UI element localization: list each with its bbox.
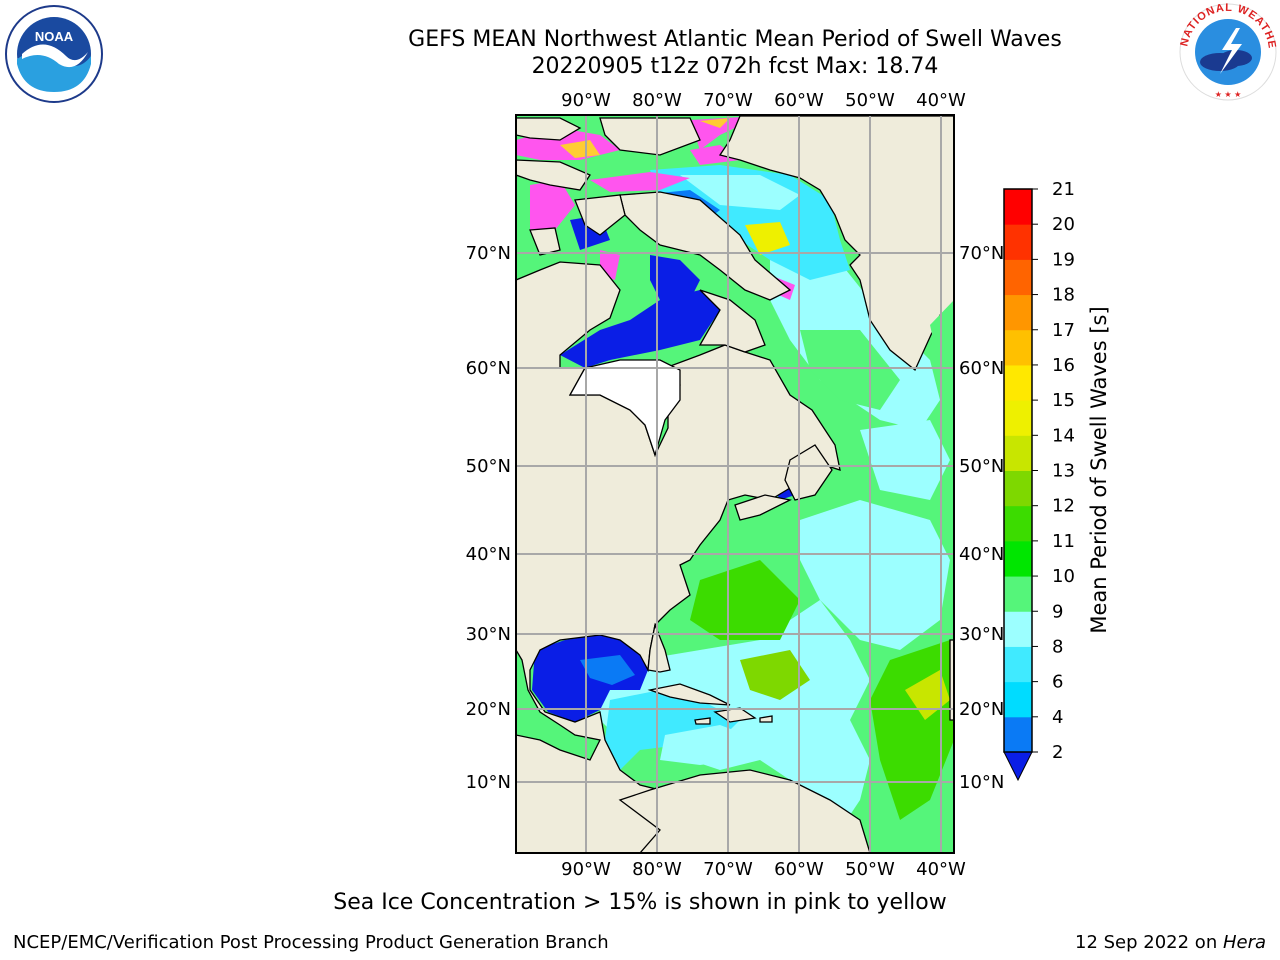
graticule xyxy=(516,115,954,853)
colorbar-segment xyxy=(1004,540,1032,577)
colorbar-segment xyxy=(1004,470,1032,507)
lon-label-bottom: 70°W xyxy=(703,859,753,880)
national-weather-service-logo: NATIONAL WEATHER SERVICE ★ ★ ★ xyxy=(1178,2,1277,101)
lat-label-right: 70°N xyxy=(959,243,1004,264)
chart-title: GEFS MEAN Northwest Atlantic Mean Period… xyxy=(408,27,1062,52)
colorbar-segment xyxy=(1004,611,1032,647)
colorbar-segment xyxy=(1004,576,1032,612)
colorbar-segment xyxy=(1004,400,1032,436)
colorbar-tick-label: 8 xyxy=(1052,636,1063,657)
sea-ice-caption: Sea Ice Concentration > 15% is shown in … xyxy=(333,890,947,915)
noaa-logo: NOAA xyxy=(5,5,103,103)
lat-label-left: 70°N xyxy=(466,243,511,264)
lat-labels-left: 70°N 60°N 50°N 40°N 30°N 20°N 10°N xyxy=(466,243,511,793)
colorbar-tick-label: 21 xyxy=(1052,179,1075,200)
lat-label-right: 40°N xyxy=(959,544,1004,565)
colorbar-segment xyxy=(1004,716,1032,753)
footer-date: 12 Sep 2022 on Hera xyxy=(1075,932,1266,953)
footer-credit: NCEP/EMC/Verification Post Processing Pr… xyxy=(13,932,609,953)
lon-label-top: 90°W xyxy=(561,90,611,111)
lon-labels-bottom: 90°W 80°W 70°W 60°W 50°W 40°W xyxy=(561,859,966,880)
colorbar-tick-label: 6 xyxy=(1052,672,1063,693)
lon-label-bottom: 40°W xyxy=(916,859,966,880)
lat-label-left: 60°N xyxy=(466,358,511,379)
lon-label-top: 60°W xyxy=(774,90,824,111)
lat-label-left: 30°N xyxy=(466,624,511,645)
lat-labels-right: 70°N 60°N 50°N 40°N 30°N 20°N 10°N xyxy=(959,243,1004,793)
lon-label-top: 70°W xyxy=(703,90,753,111)
lat-label-right: 50°N xyxy=(959,456,1004,477)
colorbar-label: Mean Period of Swell Waves [s] xyxy=(1087,306,1111,633)
footer-host: Hera xyxy=(1222,932,1266,953)
lon-label-bottom: 50°W xyxy=(845,859,895,880)
lon-label-top: 80°W xyxy=(632,90,682,111)
lon-label-bottom: 60°W xyxy=(774,859,824,880)
lon-label-bottom: 80°W xyxy=(632,859,682,880)
colorbar-tick-label: 16 xyxy=(1052,355,1075,376)
colorbar-segment xyxy=(1004,189,1032,225)
colorbar-tick-label: 19 xyxy=(1052,249,1075,270)
lat-label-right: 20°N xyxy=(959,699,1004,720)
colorbar-segment xyxy=(1004,224,1032,260)
chart-subtitle: 20220905 t12z 072h fcst Max: 18.74 xyxy=(531,54,939,79)
lon-label-top: 40°W xyxy=(916,90,966,111)
map-area xyxy=(516,115,954,853)
colorbar-tick-label: 4 xyxy=(1052,707,1063,728)
colorbar-tick-label: 9 xyxy=(1052,601,1063,622)
lon-labels-top: 90°W 80°W 70°W 60°W 50°W 40°W xyxy=(561,90,966,111)
colorbar-tick-label: 2 xyxy=(1052,742,1063,763)
colorbar-tick-label: 20 xyxy=(1052,214,1075,235)
colorbar-segment xyxy=(1004,435,1032,471)
colorbar-segment xyxy=(1004,259,1032,296)
colorbar-segment xyxy=(1004,646,1032,683)
colorbar-tick-label: 11 xyxy=(1052,531,1075,552)
colorbar-tick-label: 12 xyxy=(1052,496,1075,517)
colorbar-tick-label: 13 xyxy=(1052,461,1075,482)
colorbar-tick-label: 18 xyxy=(1052,285,1075,306)
colorbar-segment xyxy=(1004,681,1032,718)
colorbar-tick-label: 14 xyxy=(1052,425,1075,446)
lon-label-top: 50°W xyxy=(845,90,895,111)
lon-label-bottom: 90°W xyxy=(561,859,611,880)
map-frame xyxy=(515,114,955,854)
colorbar-segment xyxy=(1004,364,1032,401)
footer-date-text: 12 Sep 2022 on xyxy=(1075,932,1223,953)
colorbar-tick-label: 17 xyxy=(1052,320,1075,341)
colorbar-tick-label: 10 xyxy=(1052,566,1075,587)
colorbar-segment xyxy=(1004,294,1032,331)
lat-label-right: 30°N xyxy=(959,624,1004,645)
colorbar-segment xyxy=(1004,329,1032,366)
lat-label-left: 20°N xyxy=(466,699,511,720)
lat-label-left: 40°N xyxy=(466,544,511,565)
svg-text:★ ★ ★: ★ ★ ★ xyxy=(1215,90,1242,99)
colorbar-segment xyxy=(1004,505,1032,542)
lat-label-left: 10°N xyxy=(466,772,511,793)
lat-label-right: 60°N xyxy=(959,358,1004,379)
colorbar-tick-label: 15 xyxy=(1052,390,1075,411)
noaa-logo-text: NOAA xyxy=(35,29,74,44)
lat-label-left: 50°N xyxy=(466,456,511,477)
colorbar: 2 4 6 8 9 10 11 12 13 14 15 16 17 18 19 20 21 xyxy=(1003,179,1075,782)
colorbar-extend-triangle xyxy=(1003,751,1033,782)
lat-label-right: 10°N xyxy=(959,772,1004,793)
land xyxy=(516,115,954,853)
